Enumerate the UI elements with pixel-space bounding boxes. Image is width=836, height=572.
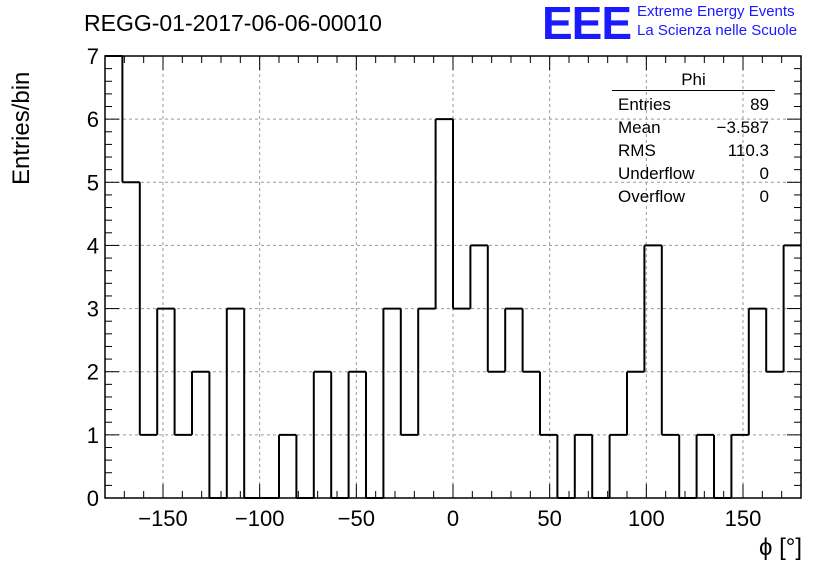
stats-value: 0 (759, 164, 769, 183)
stats-label: Mean (618, 118, 661, 137)
stats-value: 110.3 (727, 141, 769, 160)
x-tick-label: −150 (138, 506, 188, 531)
y-tick-label: 1 (87, 423, 99, 448)
stats-label: Entries (618, 95, 671, 114)
stats-label: Underflow (618, 164, 695, 183)
eee-logo: EEE (542, 0, 632, 49)
y-tick-label: 2 (87, 360, 99, 385)
stats-label: RMS (618, 141, 656, 160)
logo-caption: Extreme Energy Events La Scienza nelle S… (637, 2, 797, 40)
y-axis-label: Entries/bin (8, 71, 35, 185)
x-tick-labels: −150 −100 −50 0 50 100 150 (138, 506, 761, 531)
page-title: REGG-01-2017-06-06-00010 (84, 10, 382, 36)
stats-row-rms: RMS 110.3 (612, 139, 775, 162)
stats-label: Overflow (618, 187, 686, 206)
x-axis-label: ϕ [°] (758, 534, 802, 561)
stats-box: Phi Entries 89 Mean −3.587 RMS 110.3 Und… (612, 70, 775, 208)
y-tick-label: 0 (87, 486, 99, 511)
y-tick-label: 4 (87, 233, 99, 258)
y-tick-label: 7 (87, 44, 99, 69)
y-tick-label: 5 (87, 170, 99, 195)
stats-row-entries: Entries 89 (612, 93, 775, 116)
x-tick-label: −100 (235, 506, 285, 531)
stats-row-overflow: Overflow 0 (612, 185, 775, 208)
x-tick-label: −50 (338, 506, 375, 531)
x-tick-label: 0 (447, 506, 459, 531)
stats-value: 89 (750, 95, 769, 114)
stats-title: Phi (612, 70, 775, 91)
y-tick-label: 6 (87, 107, 99, 132)
logo-caption-line1: Extreme Energy Events (637, 3, 795, 20)
x-tick-label: 50 (537, 506, 561, 531)
y-tick-labels: 0 1 2 3 4 5 6 7 (87, 44, 99, 511)
axis-ticks (104, 55, 802, 499)
stats-value: 0 (759, 187, 769, 206)
stats-row-mean: Mean −3.587 (612, 116, 775, 139)
logo-caption-line2: La Scienza nelle Scuole (637, 22, 798, 39)
stats-row-underflow: Underflow 0 (612, 162, 775, 185)
y-tick-label: 3 (87, 297, 99, 322)
x-tick-label: 150 (725, 506, 762, 531)
stats-value: −3.587 (716, 118, 769, 137)
x-tick-label: 100 (628, 506, 665, 531)
